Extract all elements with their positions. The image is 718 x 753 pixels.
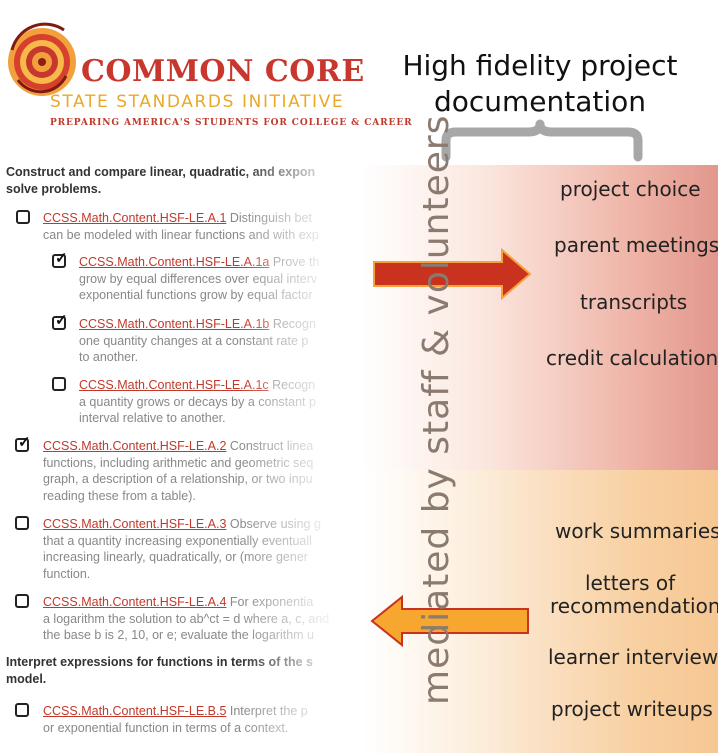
arrow-left-icon	[370, 594, 529, 648]
standard-link[interactable]: CCSS.Math.Content.HSF-LE.A.1	[43, 211, 227, 225]
fade-overlay	[240, 155, 380, 753]
standard-link[interactable]: CCSS.Math.Content.HSF-LE.A.1c	[79, 378, 269, 392]
standard-link[interactable]: CCSS.Math.Content.HSF-LE.A.1b	[79, 317, 270, 331]
common-core-logo: COMMON CORE STATE STANDARDS INITIATIVE P…	[4, 10, 412, 128]
doc-item-transcripts: transcripts	[580, 290, 688, 314]
doc-item-learner-interviews: learner interviews	[548, 645, 718, 669]
checkbox[interactable]	[16, 210, 30, 224]
brace-icon	[441, 119, 643, 162]
logo-title: COMMON CORE	[81, 54, 365, 89]
doc-item-project-writeups: project writeups	[551, 697, 713, 721]
section-heading-1: Construct and compare linear, quadratic,…	[6, 165, 316, 196]
checkbox[interactable]	[15, 594, 29, 608]
logo-swirl-icon	[8, 22, 76, 96]
check-icon: ✓	[55, 250, 68, 267]
checkbox[interactable]: ✓	[52, 312, 68, 330]
standard-link[interactable]: CCSS.Math.Content.HSF-LE.A.4	[43, 595, 227, 609]
checkbox[interactable]: ✓	[15, 434, 31, 452]
logo-subtitle: STATE STANDARDS INITIATIVE	[50, 92, 345, 112]
diagram-title: High fidelity project documentation	[402, 49, 678, 118]
doc-item-letters-of: letters of	[585, 571, 676, 595]
logo-tagline: PREPARING AMERICA'S STUDENTS FOR COLLEGE…	[50, 118, 413, 128]
doc-item-credit-calculations: credit calculations	[546, 346, 718, 370]
standard-link[interactable]: CCSS.Math.Content.HSF-LE.A.3	[43, 517, 227, 531]
doc-item-recommendation: recommendation	[550, 594, 718, 618]
doc-item-project-choice: project choice	[560, 177, 701, 201]
arrow-right-icon	[373, 247, 532, 301]
checkbox[interactable]	[15, 516, 29, 530]
checkbox[interactable]: ✓	[52, 250, 68, 268]
check-icon: ✓	[18, 434, 31, 451]
standard-link[interactable]: CCSS.Math.Content.HSF-LE.B.5	[43, 704, 227, 718]
checkbox[interactable]	[52, 377, 66, 391]
standard-link[interactable]: CCSS.Math.Content.HSF-LE.A.1a	[79, 255, 270, 269]
doc-item-work-summaries: work summaries	[555, 519, 718, 543]
checkbox[interactable]	[15, 703, 29, 717]
section-heading-2: Interpret expressions for functions in t…	[6, 655, 314, 686]
vertical-label: mediated by staff & volunteers	[416, 114, 457, 705]
standard-link[interactable]: CCSS.Math.Content.HSF-LE.A.2	[43, 439, 227, 453]
check-icon: ✓	[55, 312, 68, 329]
doc-item-parent-meetings: parent meetings	[554, 233, 718, 257]
